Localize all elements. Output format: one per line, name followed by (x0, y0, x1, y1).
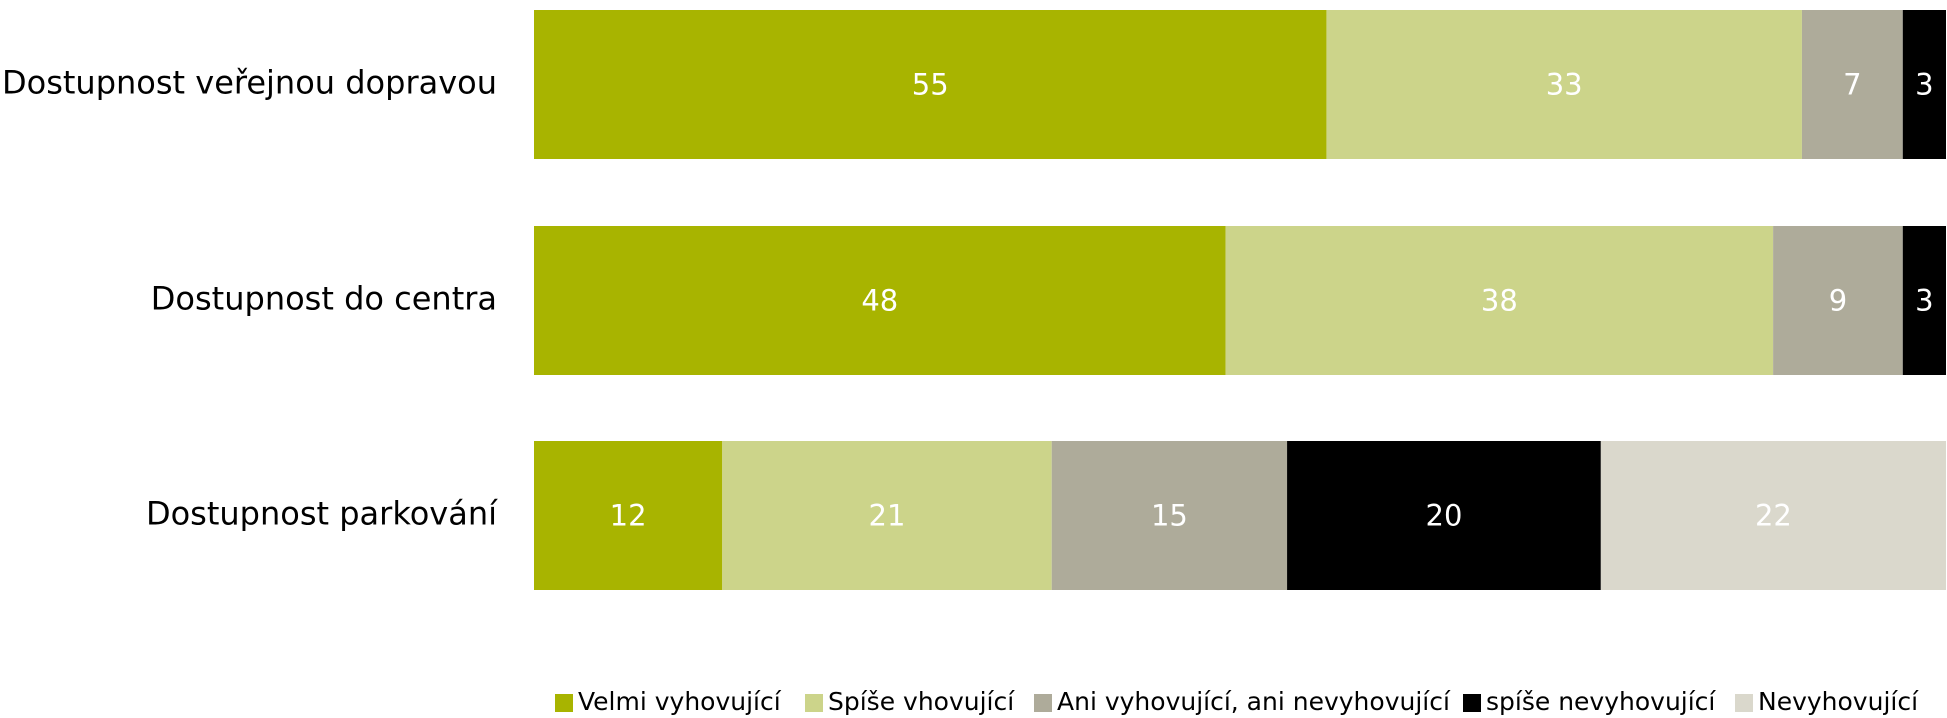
category-label: Dostupnost do centra (151, 280, 497, 318)
legend-label: Spíše vhovující (828, 687, 1015, 716)
bar-segment (1287, 441, 1601, 590)
legend-label: Velmi vyhovující (578, 687, 782, 716)
bar-segment (722, 441, 1052, 590)
value-label: 22 (1755, 499, 1792, 533)
category-label: Dostupnost parkování (146, 495, 498, 533)
value-label: 20 (1426, 499, 1463, 533)
value-label: 15 (1151, 499, 1188, 533)
category-label: Dostupnost veřejnou dopravou (2, 64, 497, 102)
value-label: 48 (861, 284, 898, 318)
legend-label: spíše nevyhovující (1486, 687, 1716, 716)
bar-segment (1801, 10, 1903, 159)
legend-label: Ani vyhovující, ani nevyhovující (1057, 687, 1451, 716)
value-label: 12 (610, 499, 647, 533)
bar-segment (1225, 226, 1774, 375)
bar-segment (1326, 10, 1802, 159)
value-label: 55 (912, 68, 949, 102)
value-label: 3 (1915, 284, 1933, 318)
legend-label: Nevyhovující (1758, 687, 1919, 716)
bar-segment (534, 226, 1226, 375)
legend-swatch (1463, 694, 1481, 712)
bar-segment (1773, 226, 1903, 375)
bar-segment (1902, 10, 1946, 159)
value-label: 7 (1843, 68, 1861, 102)
value-label: 9 (1829, 284, 1847, 318)
value-label: 38 (1481, 284, 1518, 318)
legend-swatch (1735, 694, 1753, 712)
bar-segment (1600, 441, 1946, 590)
bar-segment (534, 10, 1327, 159)
bar-segment (1051, 441, 1288, 590)
legend-swatch (555, 694, 573, 712)
legend-swatch (1034, 694, 1052, 712)
value-label: 3 (1915, 68, 1933, 102)
value-label: 21 (869, 499, 906, 533)
bar-segment (1902, 226, 1946, 375)
bar-segment (534, 441, 723, 590)
value-label: 33 (1546, 68, 1583, 102)
legend-swatch (805, 694, 823, 712)
